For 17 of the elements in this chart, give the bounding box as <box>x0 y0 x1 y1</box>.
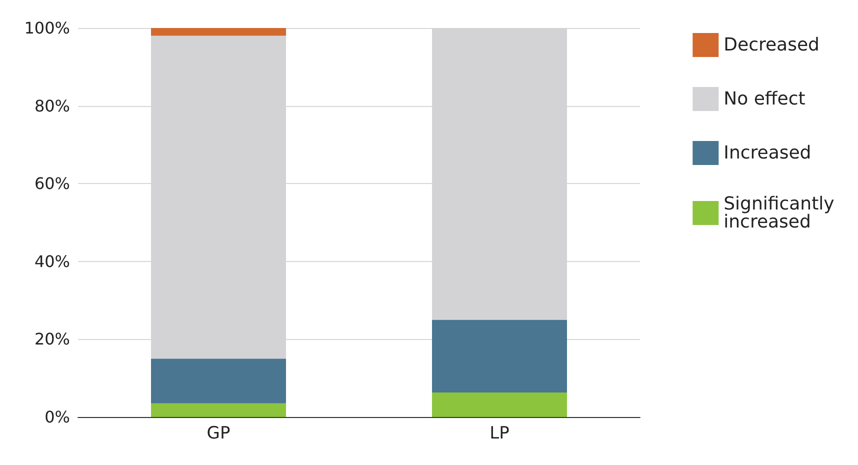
legend-label: Increased <box>724 142 812 164</box>
bar <box>432 320 567 392</box>
y-tick-label: 40% <box>34 252 70 271</box>
y-tick-label: 100% <box>24 18 70 38</box>
x-tick-label: LP <box>490 424 510 444</box>
y-tick-label: 20% <box>34 330 70 349</box>
y-tick-label: 80% <box>34 96 70 116</box>
y-tick-label: 60% <box>34 174 70 194</box>
y-tick-label: 0% <box>44 408 70 426</box>
bar <box>151 28 286 36</box>
x-tick-label: GP <box>206 424 230 444</box>
bar <box>151 403 286 417</box>
legend-label: No effect <box>724 88 806 110</box>
legend-label: Decreased <box>724 34 820 56</box>
legend-label: Significantly increased <box>724 194 840 232</box>
bar <box>151 358 286 404</box>
bar <box>432 392 567 417</box>
